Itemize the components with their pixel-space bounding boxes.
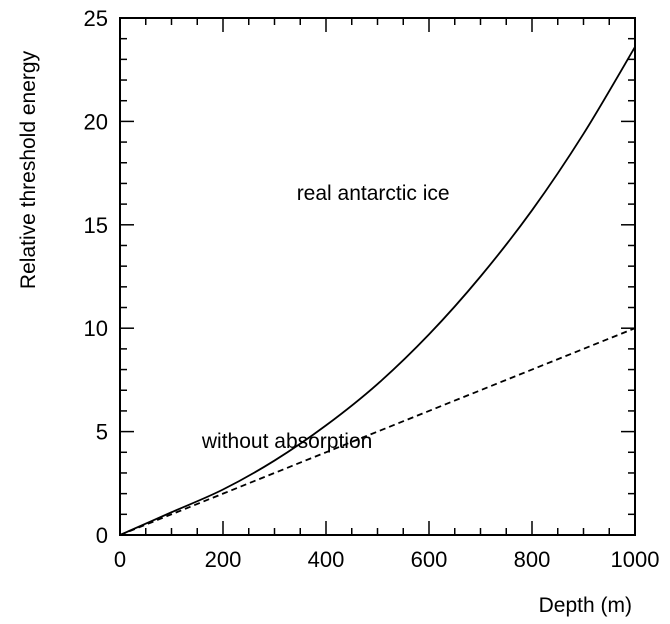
plot-frame: [119, 17, 636, 536]
y-tick-label: 10: [84, 316, 108, 341]
y-tick-label: 15: [84, 213, 108, 238]
annotations: real antarctic ice without absorption: [201, 182, 450, 453]
y-tick-labels: 0 5 10 15 20 25: [84, 6, 108, 548]
series-line-without-absorption: [119, 327, 636, 536]
y-tick-label: 25: [84, 6, 108, 31]
y-tick-label: 20: [84, 109, 108, 134]
x-tick-label: 1000: [611, 547, 660, 572]
x-tick-label: 800: [514, 547, 551, 572]
x-tick-label: 400: [308, 547, 345, 572]
y-tick-label: 0: [96, 523, 108, 548]
series-line-real-antarctic-ice: [119, 46, 636, 536]
x-tick-label: 200: [205, 547, 242, 572]
x-tick-label: 0: [114, 547, 126, 572]
annotation-label: without absorption: [201, 430, 372, 453]
y-tick-label: 5: [96, 420, 108, 445]
axis-ticks: [119, 17, 636, 536]
series-group: [119, 46, 636, 536]
annotation-label: real antarctic ice: [297, 182, 450, 205]
x-tick-label: 600: [411, 547, 448, 572]
x-tick-labels: 0 200 400 600 800 1000: [114, 547, 660, 572]
y-axis-label: Relative threshold energy: [17, 50, 40, 289]
x-axis-label: Depth (m): [539, 594, 632, 617]
